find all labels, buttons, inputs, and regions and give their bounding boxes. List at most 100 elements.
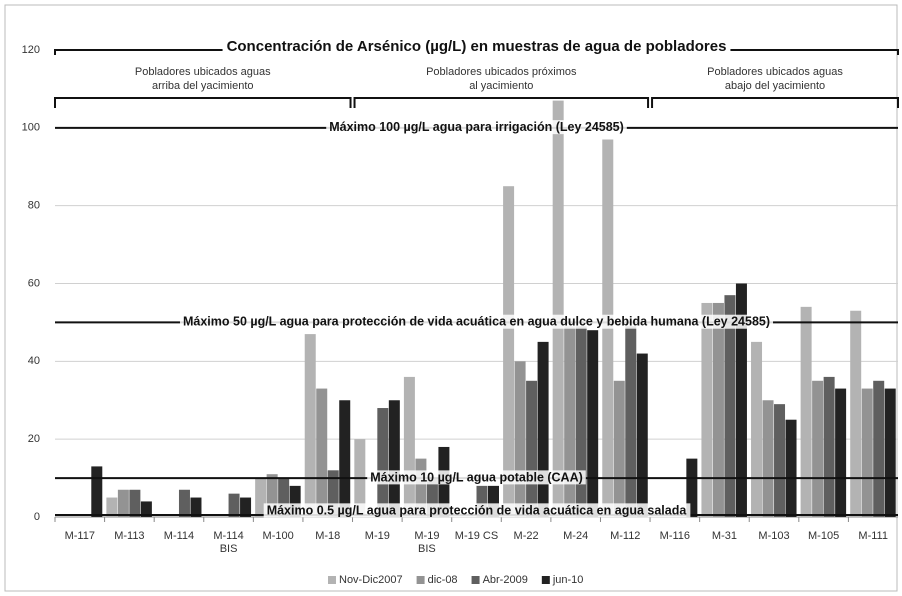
- x-tick-label: M-112: [610, 530, 640, 542]
- label-bg: [263, 503, 691, 518]
- legend-swatch: [471, 576, 480, 584]
- frame: [4, 4, 898, 592]
- bar: [304, 334, 316, 517]
- x-tick-label: M-105: [808, 530, 839, 542]
- y-tick-label: 80: [28, 200, 40, 212]
- bar: [388, 400, 400, 517]
- bar: [426, 478, 438, 517]
- bar: [587, 330, 599, 517]
- bar: [476, 485, 488, 517]
- x-tick-label: M-22: [514, 530, 539, 542]
- bar: [316, 388, 328, 517]
- label-bg: [179, 314, 774, 329]
- bar: [514, 361, 526, 517]
- bar: [129, 489, 141, 517]
- x-tick-label: M-103: [758, 530, 789, 542]
- x-tick-label: M-31: [712, 530, 737, 542]
- reference-label: Máximo 50 µg/L agua para protección de v…: [183, 315, 770, 329]
- bar: [415, 458, 427, 517]
- bar: [724, 295, 736, 517]
- bar: [488, 485, 499, 517]
- group-bracket: [54, 97, 352, 108]
- bar: [701, 302, 713, 517]
- y-tick-label: 120: [22, 44, 40, 56]
- reference-label: Máximo 100 µg/L agua para irrigación (Le…: [329, 120, 624, 134]
- bar: [785, 419, 797, 517]
- bar: [140, 501, 152, 517]
- bar: [800, 306, 812, 517]
- bar: [884, 388, 896, 517]
- bar: [327, 470, 339, 517]
- bar: [712, 302, 724, 517]
- bar: [735, 283, 747, 517]
- bar: [190, 497, 202, 517]
- bar: [178, 489, 190, 517]
- x-tick-label: M-117: [65, 530, 95, 542]
- bar: [812, 380, 824, 517]
- y-tick-label: 0: [34, 511, 40, 523]
- bar: [339, 400, 351, 517]
- x-tick-label: M-116: [660, 530, 690, 542]
- bar: [117, 489, 129, 517]
- bar: [636, 353, 648, 517]
- legend-label: Abr-2009: [483, 574, 528, 586]
- bar: [526, 380, 538, 517]
- label-bg: [367, 470, 586, 485]
- bar: [91, 466, 103, 517]
- x-tick-label: M-114: [164, 530, 194, 542]
- bar: [774, 404, 786, 517]
- bar: [377, 408, 389, 517]
- bar: [564, 326, 576, 517]
- legend-label: Nov-Dic2007: [339, 574, 403, 586]
- bar: [278, 478, 290, 517]
- x-tick-label: M-19 BIS: [414, 530, 439, 555]
- x-tick-label: M-114 BIS: [213, 530, 243, 555]
- bar: [762, 400, 774, 517]
- bar: [850, 310, 862, 517]
- bar: [686, 458, 698, 517]
- x-tick-label: M-100: [263, 530, 294, 542]
- bar: [289, 485, 301, 517]
- x-tick-label: M-19: [365, 530, 390, 542]
- x-tick-label: M-111: [858, 530, 888, 542]
- group-bracket: [353, 97, 650, 108]
- y-tick-label: 40: [28, 355, 40, 367]
- bar: [575, 326, 587, 517]
- group-label: Pobladores ubicados aguas arriba del yaci…: [135, 66, 271, 92]
- group-label: Pobladores ubicados próximos al yacimient…: [426, 66, 577, 92]
- x-tick-label: M-24: [563, 530, 588, 542]
- bar: [552, 100, 564, 517]
- label-bg: [326, 120, 627, 135]
- bar: [228, 493, 240, 517]
- bar: [403, 376, 415, 517]
- bar: [106, 497, 118, 517]
- bar: [255, 478, 267, 517]
- y-tick-label: 20: [28, 433, 40, 445]
- reference-label: Máximo 10 µg/L agua potable (CAA): [370, 470, 583, 484]
- legend-swatch: [541, 576, 550, 584]
- bar: [266, 474, 278, 517]
- bar: [835, 388, 847, 517]
- legend-label: dic-08: [428, 574, 458, 586]
- title-bg: [222, 37, 731, 55]
- bar: [503, 186, 515, 518]
- chart-title: Concentración de Arsénico (µg/L) en mues…: [227, 38, 727, 55]
- group-bracket: [651, 97, 899, 108]
- y-tick-label: 60: [28, 277, 40, 289]
- bar: [625, 326, 637, 517]
- legend-swatch: [328, 576, 336, 584]
- y-tick-label: 100: [22, 122, 40, 134]
- bar: [537, 341, 549, 517]
- bar: [873, 380, 885, 517]
- group-label: Pobladores ubicados aguas abajo del yacim…: [707, 66, 843, 92]
- bar: [613, 380, 625, 517]
- bar: [240, 497, 252, 517]
- x-tick-label: M-18: [315, 530, 340, 542]
- bar: [823, 376, 835, 517]
- x-tick-label: M-19 CS: [455, 530, 498, 542]
- bar: [861, 388, 873, 517]
- legend-swatch: [416, 576, 425, 584]
- reference-label: Máximo 0.5 µg/L agua para protección de …: [267, 503, 688, 517]
- legend-label: jun-10: [552, 574, 584, 586]
